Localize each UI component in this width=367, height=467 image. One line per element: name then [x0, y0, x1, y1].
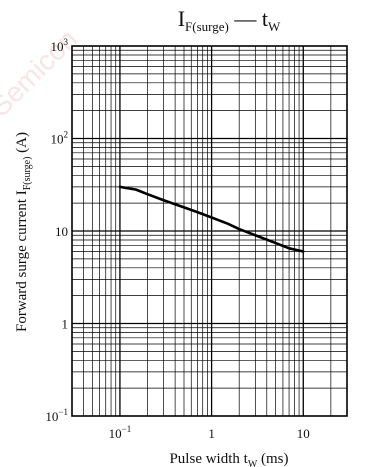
- watermark: Semicon: [0, 23, 83, 122]
- series-group: [118, 185, 305, 253]
- x-tick-labels: 10−1 1 10: [109, 424, 310, 441]
- y-tick-exponent: −1: [58, 407, 68, 417]
- y-axis-label-text: Forward surge current I: [14, 190, 30, 332]
- grid: [72, 46, 347, 416]
- y-axis-label: Forward surge current IF(surge) (A): [14, 132, 33, 332]
- x-axis-label-unit: (ms): [257, 451, 288, 467]
- plot-frame: [71, 45, 348, 417]
- series-line: [118, 185, 305, 253]
- x-axis-label-sub: W: [248, 459, 258, 467]
- title-var: t: [262, 6, 268, 31]
- chart-title: IF(surge) — tW: [178, 6, 281, 34]
- x-tick-label: 1: [208, 426, 215, 441]
- y-tick-label: 10−1: [45, 407, 68, 424]
- x-tick-label: 10: [297, 426, 310, 441]
- title-dash: —: [229, 6, 262, 31]
- title-sub: F(surge): [185, 19, 229, 34]
- y-tick-exponent: 3: [64, 37, 69, 47]
- y-tick-label: 102: [51, 130, 69, 147]
- y-axis-label-sub: F(surge): [22, 157, 33, 191]
- y-tick-label: 10: [55, 224, 68, 239]
- y-tick-exponent: 2: [64, 130, 69, 140]
- x-axis-label: Pulse width tW (ms): [169, 451, 288, 467]
- x-axis-label-text: Pulse width t: [169, 451, 248, 467]
- y-axis-label-unit: (A): [14, 132, 30, 157]
- x-tick-label: 10−1: [109, 424, 132, 441]
- title-var-sub: W: [268, 19, 281, 34]
- title-main: I: [178, 6, 185, 31]
- y-tick-label: 1: [62, 317, 69, 332]
- x-tick-exponent: −1: [122, 424, 132, 434]
